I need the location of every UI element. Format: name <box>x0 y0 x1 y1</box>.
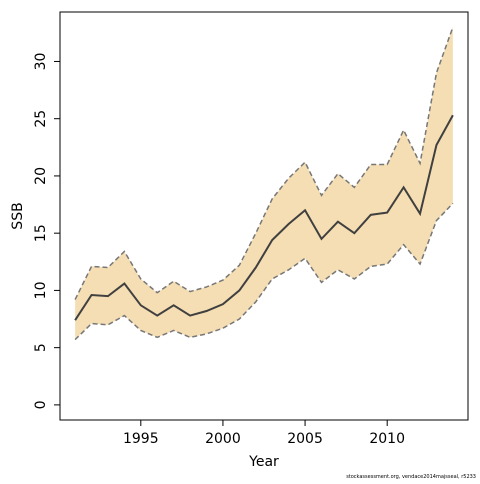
upper-bound <box>74 26 454 300</box>
y-tick-label: 15 <box>33 224 49 242</box>
y-tick-label: 20 <box>33 167 49 185</box>
y-tick-label: 0 <box>33 400 49 409</box>
lower-bound <box>74 202 454 341</box>
x-tick-label: 1995 <box>123 431 159 447</box>
y-tick-label: 25 <box>33 110 49 128</box>
x-axis-label: Year <box>248 454 279 470</box>
confidence-band <box>75 27 453 340</box>
y-tick-label: 5 <box>33 343 49 352</box>
ssb-line <box>74 114 454 321</box>
footnote: stockassessment.org, vendace2014majsseal… <box>346 474 476 480</box>
y-tick-label: 10 <box>33 281 49 299</box>
y-axis-label: SSB <box>10 202 26 229</box>
x-tick-label: 2010 <box>369 431 405 447</box>
x-tick-label: 2005 <box>287 431 323 447</box>
plot-frame <box>59 11 469 421</box>
x-tick-label: 2000 <box>205 431 241 447</box>
y-tick-label: 30 <box>33 53 49 71</box>
